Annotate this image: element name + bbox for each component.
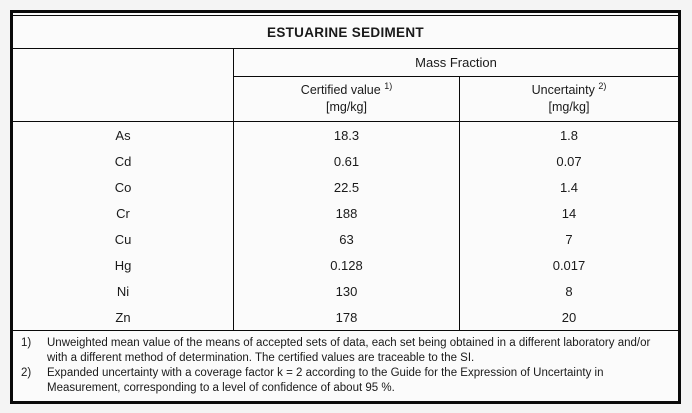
- cell-cr-element: Cr: [116, 205, 130, 221]
- cell-hg-uncertainty: 0.017: [459, 252, 678, 278]
- cell-cu-element: Cu: [114, 231, 132, 247]
- footnote-ref-superscript: 2): [598, 80, 607, 91]
- table-title: ESTUARINE SEDIMENT: [267, 24, 424, 40]
- cell-cd-certified-value: 0.61: [233, 148, 459, 174]
- footnote-text: Unweighted mean value of the means of ac…: [47, 337, 651, 364]
- cell-cd-element: Cd: [114, 153, 132, 169]
- cell-co-element: Co: [114, 179, 132, 195]
- table-header: Mass Fraction Certified value 1) [mg/kg]…: [13, 49, 678, 122]
- cell-co-uncertainty: 1.4: [459, 174, 678, 200]
- cell-hg-element: Hg: [114, 257, 132, 273]
- cell-as-element: As: [115, 127, 131, 143]
- column-header-certified-value-unit: [mg/kg]: [326, 100, 367, 114]
- footnote-ref-superscript: 1): [384, 80, 393, 91]
- cell-cr-uncertainty: 14: [459, 200, 678, 226]
- footnote-text: Expanded uncertainty with a coverage fac…: [47, 367, 604, 394]
- cell-cd-uncertainty: 0.07: [459, 148, 678, 174]
- column-label: Certified value: [300, 83, 381, 97]
- certified-values-table: ESTUARINE SEDIMENT Mass Fraction Certifi…: [10, 10, 681, 404]
- header-empty-corner-cell: [13, 49, 233, 121]
- data-rows: As 18.3 1.8 Cd 0.61 0.07 Co 22.5 1.4 Cr 188 14 Cu 63 7…: [13, 122, 678, 330]
- cell-zn-uncertainty: 20: [459, 304, 678, 330]
- cell-as-certified-value: 18.3: [233, 122, 459, 148]
- cell-as-uncertainty: 1.8: [459, 122, 678, 148]
- footnote-marker: 1): [21, 337, 32, 349]
- cell-cu-uncertainty: 7: [459, 226, 678, 252]
- column-header-certified-value-label: Certified value 1): [300, 80, 393, 99]
- cell-hg-certified-value: 0.128: [233, 252, 459, 278]
- footnote-1: 1) Unweighted mean value of the means of …: [21, 336, 668, 366]
- column-label: Uncertainty: [531, 83, 595, 97]
- column-header-certified-value: Certified value 1) [mg/kg]: [233, 77, 459, 121]
- footnote-2: 2) Expanded uncertainty with a coverage f…: [21, 366, 668, 396]
- group-header-mass-fraction: Mass Fraction: [233, 49, 678, 77]
- cell-zn-element: Zn: [115, 309, 131, 325]
- group-header-label: Mass Fraction: [415, 55, 497, 70]
- column-header-uncertainty-label: Uncertainty 2): [531, 80, 607, 99]
- top-inner-rule: [13, 15, 678, 16]
- column-header-uncertainty: Uncertainty 2) [mg/kg]: [459, 77, 678, 121]
- column-header-uncertainty-unit: [mg/kg]: [548, 100, 590, 114]
- footnote-marker: 2): [21, 367, 32, 379]
- cell-ni-element: Ni: [116, 283, 130, 299]
- footnotes: 1) Unweighted mean value of the means of …: [13, 330, 678, 396]
- cell-cr-certified-value: 188: [233, 200, 459, 226]
- cell-ni-uncertainty: 8: [459, 278, 678, 304]
- cell-ni-certified-value: 130: [233, 278, 459, 304]
- cell-co-certified-value: 22.5: [233, 174, 459, 200]
- table-title-row: ESTUARINE SEDIMENT: [13, 16, 678, 49]
- cell-cu-certified-value: 63: [233, 226, 459, 252]
- cell-zn-certified-value: 178: [233, 304, 459, 330]
